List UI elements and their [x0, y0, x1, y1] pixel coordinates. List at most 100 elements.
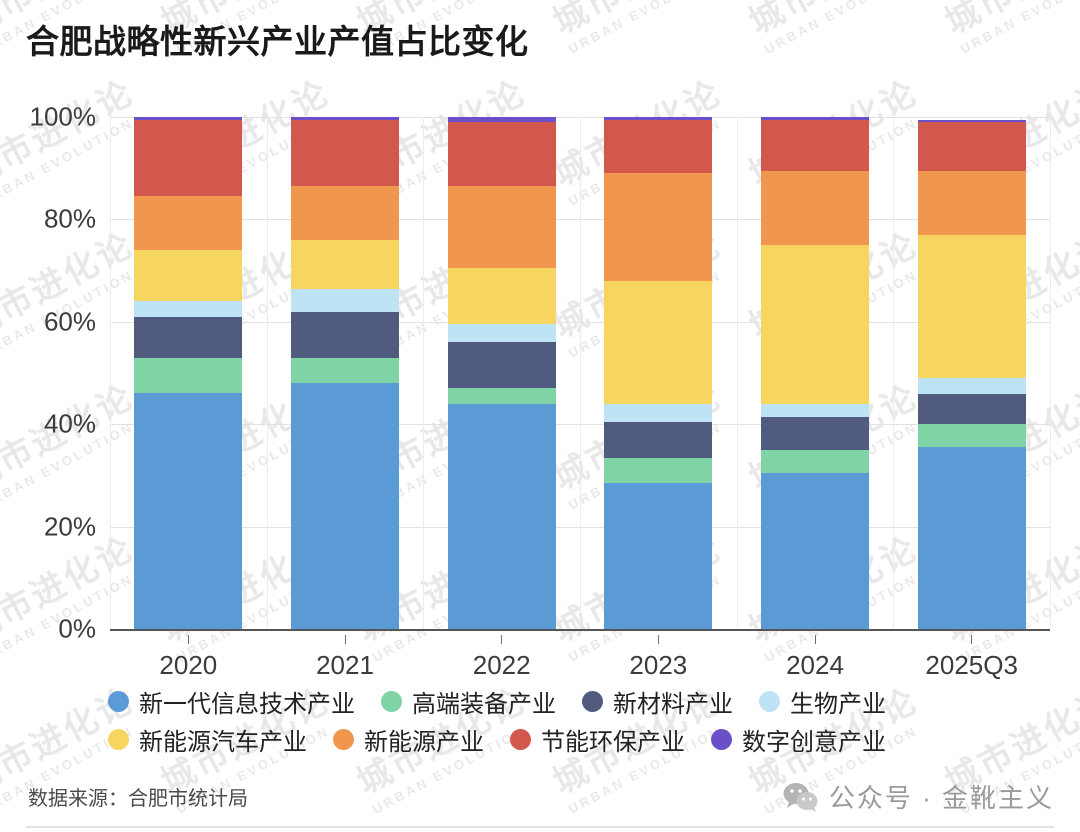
x-axis-tick-label: 2024 — [786, 650, 844, 680]
bar-segment[interactable] — [447, 324, 556, 343]
bar-segment[interactable] — [134, 196, 243, 251]
legend-item[interactable]: 新一代信息技术产业 — [108, 684, 355, 719]
legend-color-swatch — [711, 728, 732, 750]
x-axis-tick-mark — [187, 635, 189, 644]
legend-color-swatch — [333, 728, 354, 750]
stacked-bar[interactable] — [447, 117, 556, 629]
x-axis-tick-mark — [814, 635, 816, 644]
bar-segment[interactable] — [917, 424, 1026, 448]
stacked-bar[interactable] — [761, 117, 870, 629]
bar-segment[interactable] — [291, 288, 399, 312]
y-axis-tick-label: 60% — [43, 306, 96, 337]
bar-segment[interactable] — [447, 403, 556, 629]
vertical-gridline — [266, 117, 268, 629]
bar-segment[interactable] — [917, 122, 1026, 171]
legend-item[interactable]: 生物产业 — [759, 684, 886, 719]
vertical-gridline — [1050, 117, 1051, 629]
footer-divider — [26, 826, 1054, 828]
stacked-bar[interactable] — [291, 117, 399, 629]
x-axis-tick-mark — [971, 635, 973, 644]
legend-color-swatch — [582, 690, 603, 712]
stacked-bar[interactable] — [917, 117, 1026, 629]
y-axis-tick-label: 100% — [29, 101, 97, 132]
bar-segment[interactable] — [447, 117, 556, 123]
bar-segment[interactable] — [447, 342, 556, 389]
wechat-icon — [783, 782, 818, 812]
bar-segment[interactable] — [604, 119, 713, 174]
bar-segment[interactable] — [604, 483, 713, 629]
y-axis-tick-label: 40% — [43, 408, 96, 439]
legend-item[interactable]: 节能环保产业 — [510, 722, 685, 757]
bar-segment[interactable] — [291, 239, 399, 289]
bar-slot-2023 — [580, 117, 737, 629]
x-axis-tick: 2025Q3 — [893, 635, 1050, 681]
bar-segment[interactable] — [917, 378, 1026, 394]
legend-color-swatch — [759, 690, 780, 712]
bar-slot-2021 — [267, 117, 424, 629]
bar-segment[interactable] — [604, 403, 713, 422]
plot-area — [110, 117, 1051, 631]
bar-segment[interactable] — [917, 447, 1026, 629]
legend-item[interactable]: 新能源汽车产业 — [108, 722, 307, 757]
bar-segment[interactable] — [134, 393, 243, 629]
bar-segment[interactable] — [917, 170, 1026, 235]
bar-segment[interactable] — [761, 403, 870, 417]
bar-segment[interactable] — [291, 383, 399, 629]
bar-segment[interactable] — [291, 119, 399, 187]
bar-segment[interactable] — [604, 457, 713, 484]
bar-segment[interactable] — [761, 119, 870, 171]
bar-segment[interactable] — [291, 311, 399, 358]
data-source-label: 数据来源：合肥市统计局 — [28, 788, 248, 810]
y-axis-tick-label: 80% — [43, 203, 96, 234]
bar-segment[interactable] — [917, 234, 1026, 379]
stacked-bar-group — [110, 117, 1050, 629]
x-axis-tick-label: 2025Q3 — [925, 650, 1018, 680]
legend-item[interactable]: 新材料产业 — [582, 684, 733, 719]
x-axis-tick-label: 2022 — [472, 650, 531, 680]
legend-item[interactable]: 数字创意产业 — [711, 722, 886, 757]
legend-item[interactable]: 新能源产业 — [333, 722, 484, 757]
bar-segment[interactable] — [761, 117, 870, 120]
bar-segment[interactable] — [447, 122, 556, 187]
legend-label: 新能源产业 — [364, 728, 484, 756]
bar-segment[interactable] — [447, 186, 556, 269]
bar-segment[interactable] — [447, 268, 556, 325]
bar-segment[interactable] — [604, 280, 713, 404]
legend-item[interactable]: 高端装备产业 — [381, 684, 556, 719]
bar-segment[interactable] — [761, 472, 870, 629]
legend-label: 高端装备产业 — [412, 690, 556, 718]
x-axis-tick-label: 2021 — [316, 650, 374, 680]
legend-label: 新能源汽车产业 — [139, 728, 307, 756]
x-axis-tick: 2020 — [110, 635, 267, 681]
x-axis-tick: 2023 — [580, 635, 737, 681]
bar-segment[interactable] — [134, 316, 243, 358]
x-axis-tick-label: 2023 — [629, 650, 688, 680]
bar-segment[interactable] — [604, 117, 713, 120]
bar-segment[interactable] — [134, 119, 243, 197]
legend-row-2: 新能源汽车产业 新能源产业 节能环保产业 数字创意产业 — [108, 720, 1008, 758]
bar-segment[interactable] — [291, 357, 399, 384]
bar-segment[interactable] — [604, 421, 713, 458]
bar-segment[interactable] — [134, 357, 243, 394]
bar-segment[interactable] — [761, 449, 870, 473]
bar-segment[interactable] — [604, 173, 713, 281]
y-axis: 0% 20% 40% 60% 80% 100% — [0, 100, 104, 644]
y-axis-tick-label: 0% — [58, 613, 96, 644]
bar-segment[interactable] — [291, 117, 399, 120]
stacked-bar[interactable] — [134, 117, 243, 629]
x-axis-tick-mark — [344, 635, 346, 644]
stacked-bar[interactable] — [604, 117, 713, 629]
bar-segment[interactable] — [761, 170, 870, 246]
bar-segment[interactable] — [447, 388, 556, 404]
chart-plot-wrapper: 0% 20% 40% 60% 80% 100% 2020 2021 2022 2023 2024 2… — [0, 100, 1080, 680]
bar-segment[interactable] — [917, 119, 1026, 123]
bar-segment[interactable] — [761, 416, 870, 450]
bar-segment[interactable] — [134, 117, 243, 120]
bar-segment[interactable] — [291, 186, 399, 240]
bar-segment[interactable] — [134, 250, 243, 302]
bar-segment[interactable] — [134, 301, 243, 317]
legend-label: 节能环保产业 — [541, 728, 685, 756]
vertical-gridline — [580, 117, 581, 629]
bar-segment[interactable] — [761, 245, 870, 404]
bar-segment[interactable] — [917, 393, 1026, 425]
